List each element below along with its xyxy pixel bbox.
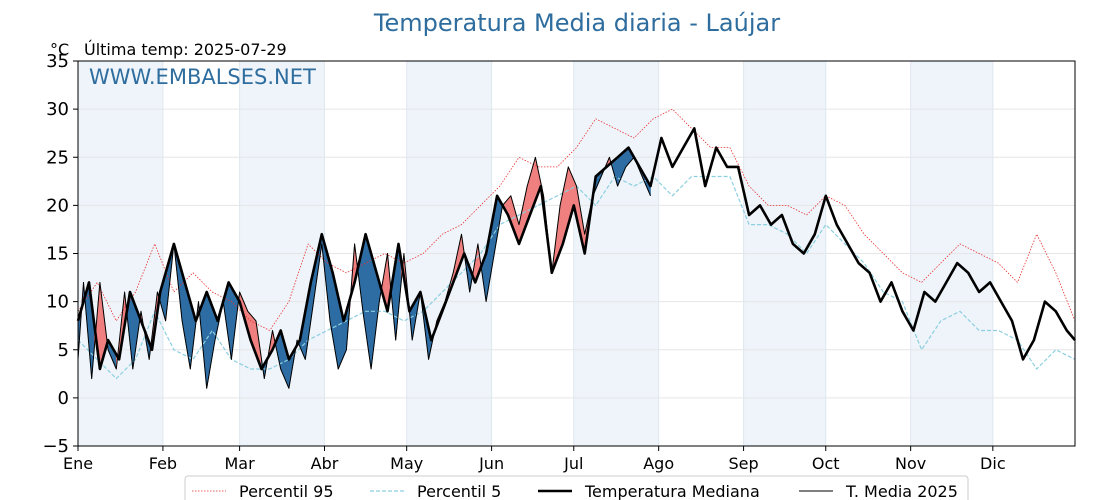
unit-label: °C [50, 40, 69, 59]
y-tick-label: 20 [46, 195, 69, 216]
x-tick-label: Feb [149, 454, 177, 473]
legend-label-median: Temperatura Mediana [584, 482, 760, 500]
x-tick-label: Jun [478, 454, 504, 473]
x-tick-label: May [390, 454, 423, 473]
chart-title: Temperatura Media diaria - Laújar [373, 9, 780, 37]
y-tick-label: 15 [46, 244, 69, 265]
y-tick-label: 30 [46, 99, 69, 120]
legend: Percentil 95 Percentil 5 Temperatura Media… [184, 475, 969, 500]
series-lines [76, 108, 1076, 389]
legend-label-p5: Percentil 5 [417, 482, 501, 500]
x-tick-label: Nov [895, 454, 926, 473]
watermark: WWW.EMBALSES.NET [89, 65, 316, 89]
y-axis: −5 0 5 10 15 20 25 30 35 [42, 51, 78, 457]
series-line-median [76, 127, 1076, 371]
x-tick-label: Jul [563, 454, 583, 473]
x-tick-label: Sep [729, 454, 759, 473]
y-tick-label: 35 [46, 51, 69, 72]
x-tick-label: Abr [311, 454, 339, 473]
y-tick-label: 25 [46, 147, 69, 168]
last-temp-subtitle: Última temp: 2025-07-29 [84, 40, 287, 59]
legend-frame [184, 475, 969, 500]
x-tick-label: Mar [225, 454, 256, 473]
x-tick-label: Oct [812, 454, 840, 473]
legend-label-current: T. Media 2025 [845, 482, 958, 500]
x-tick-label: Ago [643, 454, 674, 473]
y-tick-label: −5 [42, 436, 69, 457]
x-axis: Ene Feb Mar Abr May Jun Jul Ago Sep Oct Nov Dic [63, 446, 1006, 473]
x-tick-label: Dic [980, 454, 1006, 473]
y-tick-label: 0 [58, 388, 69, 409]
legend-label-p95: Percentil 95 [239, 482, 334, 500]
y-tick-label: 5 [58, 340, 69, 361]
y-tick-label: 10 [46, 292, 69, 313]
x-tick-label: Ene [63, 454, 93, 473]
series-line-current [77, 156, 651, 389]
